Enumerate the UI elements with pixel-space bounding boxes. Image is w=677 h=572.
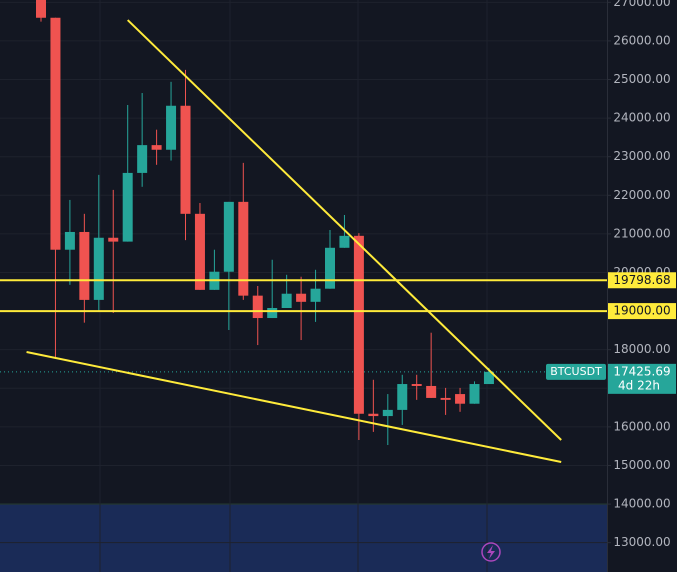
y-tick-label: 24000.00	[613, 111, 670, 125]
candle-body	[137, 145, 148, 173]
y-tick-label: 27000.00	[613, 0, 670, 9]
y-tick-label: 21000.00	[613, 226, 670, 240]
candle-body	[64, 231, 75, 250]
candle-body	[267, 308, 278, 319]
y-tick-label: 22000.00	[613, 188, 670, 202]
y-tick-label: 23000.00	[613, 149, 670, 163]
symbol-box	[546, 363, 606, 380]
y-tick-label: 26000.00	[613, 33, 670, 47]
candle-body	[50, 17, 61, 250]
candle-body	[180, 105, 191, 214]
trendline	[127, 19, 562, 441]
zone	[0, 504, 607, 572]
candle-body	[151, 145, 162, 150]
alert-icon[interactable]	[481, 542, 501, 562]
candle-body	[36, 0, 46, 18]
candle-body	[252, 295, 263, 319]
candle-body	[455, 394, 466, 404]
candle-body	[166, 105, 177, 150]
candle-body	[325, 247, 335, 289]
level-label: 19000.00	[613, 304, 670, 318]
last-price-label: 17425.69	[613, 364, 670, 378]
candle-body	[108, 237, 119, 242]
candle-body	[238, 201, 249, 296]
y-tick-label: 15000.00	[613, 458, 670, 472]
candle-body	[79, 231, 90, 300]
candle-body	[483, 371, 494, 385]
plot-area	[0, 0, 607, 572]
y-tick-label: 25000.00	[613, 72, 670, 86]
y-tick-label: 16000.00	[613, 419, 670, 433]
level-label-box	[608, 272, 676, 289]
candle-body	[469, 384, 480, 404]
candle-body	[93, 237, 104, 300]
symbol-label: BTCUSDT	[550, 365, 602, 378]
candle-body	[122, 172, 133, 242]
y-tick-label: 13000.00	[613, 535, 670, 549]
candle-body	[339, 235, 350, 248]
y-tick-label: 14000.00	[613, 497, 670, 511]
candle-body	[411, 384, 422, 386]
candle-body	[397, 384, 408, 410]
level-label: 19798.68	[613, 273, 670, 287]
candle-body	[194, 213, 205, 290]
candle-body	[223, 201, 234, 272]
candle-body	[310, 288, 321, 302]
y-tick-label: 18000.00	[613, 342, 670, 356]
countdown-label: 4d 22h	[618, 378, 660, 392]
last-price-box	[608, 363, 676, 394]
candle-body	[296, 293, 307, 302]
candle-body	[368, 413, 379, 417]
candle-body	[382, 409, 393, 417]
candle-body	[426, 385, 437, 398]
candle-body	[353, 235, 364, 414]
candle-body	[281, 293, 292, 308]
level-label-box	[608, 303, 676, 320]
candle-body	[440, 397, 451, 400]
trendline	[26, 351, 562, 463]
